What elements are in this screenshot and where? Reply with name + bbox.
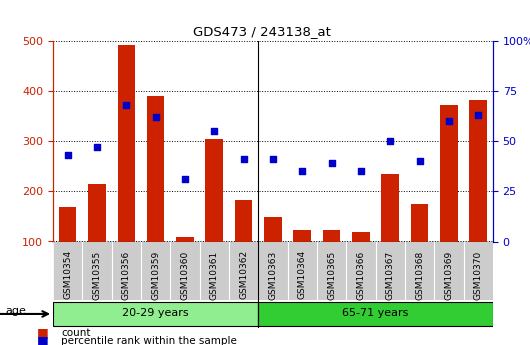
Text: GSM10354: GSM10354 — [63, 250, 72, 299]
Bar — [206, 139, 223, 241]
Bar — [264, 217, 282, 241]
Bar — [470, 100, 487, 242]
Point — [269, 157, 277, 162]
Point — [357, 169, 365, 174]
Text: GSM10364: GSM10364 — [298, 250, 307, 299]
Text: GSM10359: GSM10359 — [151, 250, 160, 299]
Point — [181, 177, 189, 182]
Text: percentile rank within the sample: percentile rank within the sample — [61, 336, 237, 345]
Bar — [141, 241, 170, 300]
Text: ■: ■ — [37, 326, 49, 339]
Text: count: count — [61, 328, 91, 338]
Bar — [346, 241, 376, 300]
Text: 65-71 years: 65-71 years — [342, 308, 409, 318]
Bar — [352, 233, 370, 241]
Bar — [294, 230, 311, 241]
Text: age: age — [5, 306, 26, 315]
Point — [386, 139, 394, 144]
Text: GSM10361: GSM10361 — [210, 250, 219, 299]
Text: ■: ■ — [37, 334, 49, 345]
Text: GSM10368: GSM10368 — [415, 250, 424, 299]
Bar — [317, 241, 346, 300]
Point — [328, 161, 336, 166]
Bar — [411, 204, 428, 241]
Point — [122, 103, 130, 108]
Text: 20-29 years: 20-29 years — [122, 308, 189, 318]
Point — [416, 159, 424, 164]
Bar — [464, 241, 493, 300]
Bar — [382, 174, 399, 242]
Text: GSM10360: GSM10360 — [181, 250, 189, 299]
Bar — [258, 302, 493, 326]
Bar — [323, 230, 340, 241]
Point — [93, 145, 101, 150]
Text: GSM10362: GSM10362 — [239, 250, 248, 299]
Text: GSM10370: GSM10370 — [474, 250, 483, 299]
Bar — [258, 241, 288, 300]
Bar — [118, 46, 135, 241]
Text: GSM10355: GSM10355 — [93, 250, 101, 299]
Bar — [235, 200, 252, 242]
Bar — [440, 106, 458, 241]
Point — [64, 153, 72, 158]
Bar — [405, 241, 434, 300]
Bar — [434, 241, 464, 300]
Point — [474, 113, 482, 118]
Bar — [376, 241, 405, 300]
Text: GSM10366: GSM10366 — [357, 250, 365, 299]
Point — [445, 119, 453, 124]
Bar — [176, 237, 194, 242]
Bar — [229, 241, 258, 300]
Bar — [170, 241, 200, 300]
Bar — [82, 241, 112, 300]
Text: GSM10363: GSM10363 — [269, 250, 277, 299]
Point — [210, 129, 218, 134]
Text: GDS473 / 243138_at: GDS473 / 243138_at — [193, 25, 331, 38]
Bar — [59, 207, 76, 242]
Bar — [147, 96, 164, 242]
Bar — [88, 184, 106, 242]
Point — [298, 169, 306, 174]
Text: GSM10365: GSM10365 — [327, 250, 336, 299]
Point — [240, 157, 248, 162]
Bar — [53, 302, 258, 326]
Point — [152, 115, 160, 120]
Text: GSM10369: GSM10369 — [445, 250, 453, 299]
Text: GSM10356: GSM10356 — [122, 250, 131, 299]
Bar — [288, 241, 317, 300]
Text: GSM10367: GSM10367 — [386, 250, 395, 299]
Bar — [53, 241, 82, 300]
Bar — [112, 241, 141, 300]
Bar — [200, 241, 229, 300]
